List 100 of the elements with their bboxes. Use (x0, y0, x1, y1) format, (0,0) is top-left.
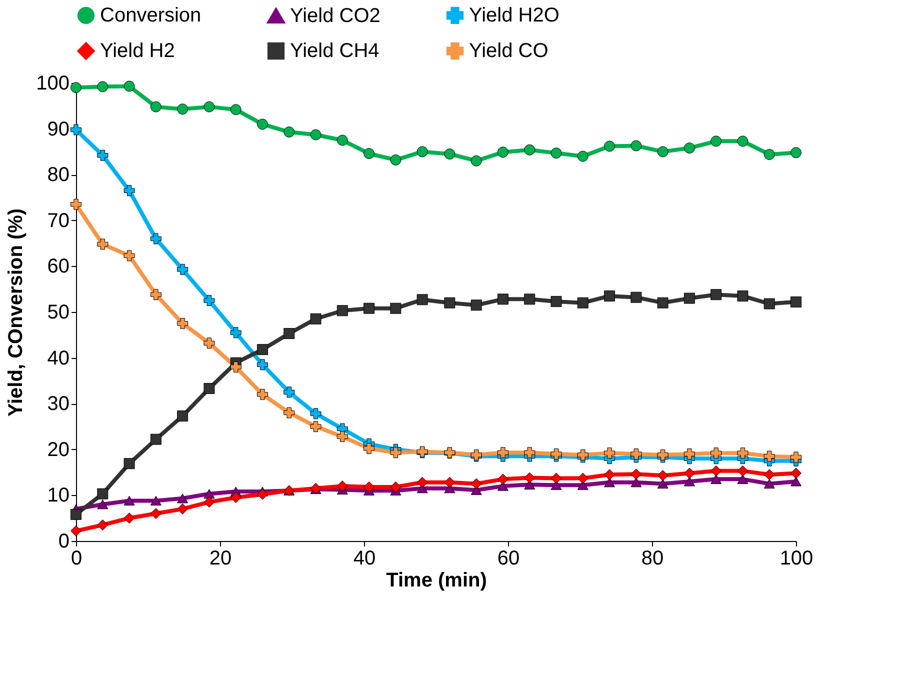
point (390, 302, 402, 314)
point (230, 361, 242, 372)
point (310, 313, 322, 324)
legend-label: Yield H2 (100, 40, 175, 62)
point (470, 300, 482, 311)
point (550, 296, 562, 307)
legend-label: Conversion (100, 4, 202, 26)
point (737, 465, 748, 476)
point (684, 468, 695, 479)
y-tick-label: 0 (58, 530, 70, 552)
point (150, 434, 162, 445)
point (710, 474, 722, 484)
point (550, 448, 562, 460)
x-tick-label: 100 (780, 548, 814, 570)
point (177, 104, 188, 115)
point (97, 238, 108, 250)
point (256, 118, 268, 130)
point (70, 82, 82, 94)
point (97, 500, 108, 510)
point (764, 450, 775, 462)
point (124, 80, 135, 92)
point (684, 476, 695, 486)
point (790, 452, 802, 463)
point (284, 328, 295, 340)
point (577, 449, 588, 460)
y-tick-label: 40 (47, 347, 70, 370)
point (630, 140, 642, 152)
point (364, 481, 375, 492)
point (230, 104, 242, 116)
point (177, 264, 188, 275)
point (390, 481, 402, 492)
point (710, 465, 722, 476)
point (416, 146, 428, 158)
point (630, 448, 642, 460)
legend-label: Yield H2O (469, 4, 560, 26)
point (657, 470, 668, 481)
point (524, 472, 536, 484)
point (684, 448, 695, 460)
point (336, 134, 348, 146)
point (230, 492, 242, 503)
point (150, 289, 162, 300)
point (604, 290, 616, 302)
point (764, 469, 775, 480)
point (497, 146, 508, 158)
point (390, 447, 402, 458)
point (97, 150, 108, 161)
y-tick-label: 70 (47, 210, 70, 232)
legend-label: Yield CO (469, 40, 548, 62)
x-tick-label: 40 (353, 548, 376, 570)
point (124, 250, 135, 262)
point (737, 290, 748, 302)
point (204, 489, 215, 499)
point (524, 294, 536, 305)
point (204, 382, 215, 394)
point (710, 289, 722, 300)
point (150, 496, 162, 506)
point (336, 480, 348, 492)
y-tick-label: 20 (47, 438, 70, 461)
point (310, 408, 322, 420)
y-tick-label: 60 (47, 256, 70, 278)
point (657, 146, 668, 158)
point (177, 410, 188, 422)
point (284, 407, 295, 418)
point (764, 478, 775, 489)
x-axis-title: Time (min) (386, 570, 487, 592)
point (657, 449, 668, 460)
point (416, 476, 428, 488)
y-tick-label: 100 (36, 72, 70, 94)
point (577, 150, 588, 162)
point (97, 81, 108, 92)
point (470, 478, 482, 490)
point (284, 386, 295, 398)
point (790, 147, 802, 158)
point (177, 494, 188, 504)
point (204, 496, 215, 508)
point (256, 359, 268, 370)
point (764, 298, 775, 310)
point (124, 512, 135, 524)
point (657, 478, 668, 489)
point (497, 447, 508, 458)
point (70, 198, 82, 210)
point (310, 129, 322, 140)
point (604, 469, 616, 480)
point (177, 318, 188, 329)
point (497, 294, 508, 305)
point (497, 474, 508, 485)
point (790, 296, 802, 308)
point (444, 148, 456, 160)
point (764, 148, 775, 160)
y-axis-title: Yield, COnversion (%) (5, 208, 28, 417)
point (684, 292, 695, 304)
point (124, 458, 135, 470)
x-tick-label: 20 (209, 548, 232, 570)
point (390, 154, 402, 166)
point (204, 338, 215, 349)
point (310, 421, 322, 432)
point (124, 185, 135, 196)
point (710, 448, 722, 459)
point (70, 525, 82, 536)
point (204, 101, 215, 112)
